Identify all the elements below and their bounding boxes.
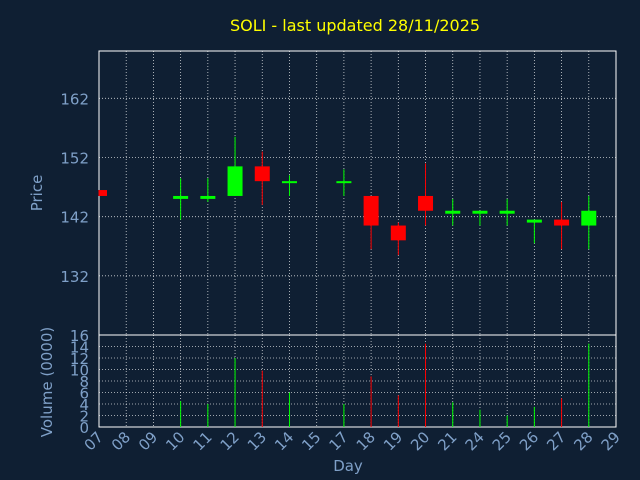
- candle: [472, 210, 488, 226]
- candle: [445, 198, 461, 226]
- volume-bars: [180, 343, 590, 427]
- x-tick-label: 25: [489, 428, 515, 454]
- candle-body: [554, 219, 570, 226]
- candle-body: [281, 181, 297, 184]
- candle: [200, 178, 216, 202]
- x-tick-label: 24: [462, 428, 488, 454]
- candle: [336, 169, 352, 196]
- candle-body: [499, 210, 515, 214]
- candle: [227, 136, 243, 196]
- volume-axis-label: Volume (0000): [38, 327, 56, 437]
- volume-y-tick-label: 10: [70, 362, 89, 380]
- x-tick-label: 20: [407, 428, 433, 454]
- price-y-tick-label: 152: [60, 150, 89, 168]
- volume-y-tick-label: 8: [79, 373, 89, 391]
- x-tick-label: 17: [325, 428, 351, 454]
- chart-title: SOLI - last updated 28/11/2025: [230, 16, 480, 35]
- candle-body: [581, 210, 597, 226]
- volume-y-tick-label: 16: [70, 327, 89, 345]
- volume-y-tick-label: 14: [70, 339, 89, 357]
- price-y-tick-label: 132: [60, 268, 89, 286]
- x-ticks: 07 08 09 10 11 12 13 14 15 17 18 19 20 21 24 25 26 27 28 29: [81, 428, 624, 454]
- candle-body: [227, 166, 243, 196]
- candle: [281, 175, 297, 196]
- candle: [390, 222, 406, 256]
- price-y-ticks: 132 142 152 162: [60, 90, 89, 286]
- x-axis-label: Day: [333, 457, 363, 475]
- candle-body: [418, 195, 434, 211]
- x-tick-label: 09: [135, 428, 161, 454]
- candle: [581, 195, 597, 250]
- candle: [526, 219, 542, 244]
- candle-body: [445, 210, 461, 214]
- volume-y-tick-label: 6: [79, 385, 89, 403]
- candle-body: [526, 219, 542, 223]
- volume-y-tick-label: 2: [79, 408, 89, 426]
- x-tick-label: 19: [380, 428, 406, 454]
- candle: [173, 178, 189, 220]
- x-tick-label: 18: [353, 428, 379, 454]
- x-tick-label: 10: [162, 428, 188, 454]
- x-tick-label: 15: [298, 428, 324, 454]
- volume-y-tick-label: 0: [79, 419, 89, 437]
- candle-body: [254, 166, 270, 182]
- x-tick-label: 21: [434, 428, 460, 454]
- candle-body: [173, 195, 189, 199]
- candle-body: [472, 210, 488, 214]
- x-tick-label: 26: [516, 428, 542, 454]
- candle-body: [200, 195, 216, 199]
- x-tick-label: 08: [108, 428, 134, 454]
- x-tick-label: 11: [189, 428, 215, 454]
- x-tick-label: 29: [598, 428, 624, 454]
- candle: [499, 198, 515, 226]
- candle: [254, 151, 270, 205]
- candle-body: [99, 190, 107, 196]
- candle-body: [336, 181, 352, 184]
- price-y-tick-label: 162: [60, 90, 89, 108]
- price-y-tick-label: 142: [60, 209, 89, 227]
- x-tick-label: 27: [543, 428, 569, 454]
- volume-grid: [99, 335, 616, 427]
- x-tick-label: 14: [271, 428, 297, 454]
- volume-y-tick-label: 12: [70, 350, 89, 368]
- candle: [363, 195, 379, 250]
- price-grid: [99, 51, 616, 335]
- candle: [554, 201, 570, 250]
- x-tick-label: 28: [570, 428, 596, 454]
- price-axis-label: Price: [28, 175, 46, 212]
- price-panel: [98, 50, 617, 336]
- volume-y-tick-label: 4: [79, 396, 89, 414]
- x-tick-label: 13: [244, 428, 270, 454]
- candle-body: [363, 195, 379, 226]
- candle: [98, 190, 107, 196]
- x-tick-label: 12: [217, 428, 243, 454]
- candles: [98, 136, 597, 256]
- candle: [418, 163, 434, 226]
- candle-body: [390, 225, 406, 241]
